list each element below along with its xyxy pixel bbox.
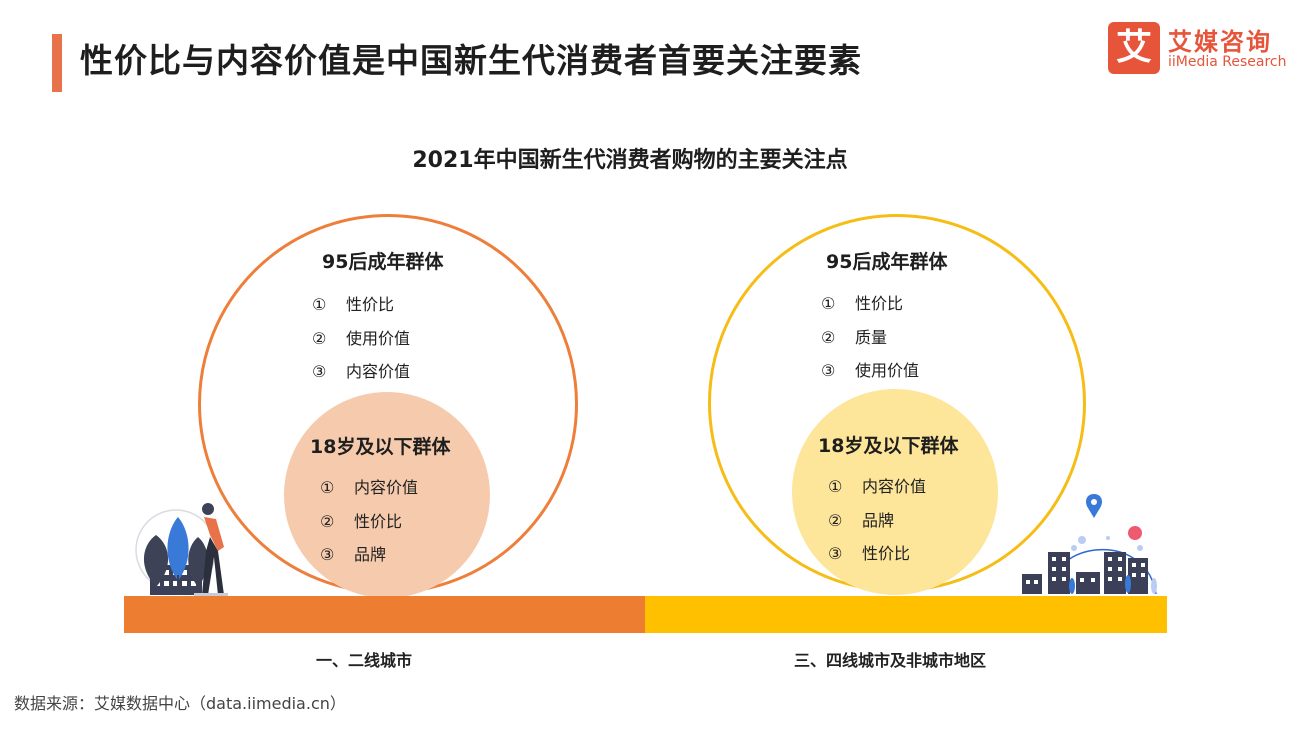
right-inner-item: ① 内容价值: [828, 477, 927, 496]
left-inner-circle: [284, 392, 490, 598]
title-accent-bar: [52, 34, 62, 92]
brand-logo: 艾 艾媒咨询 iiMedia Research: [1108, 22, 1298, 74]
right-inner-circle: [792, 389, 998, 595]
chart-title: 2021年中国新生代消费者购物的主要关注点: [412, 148, 848, 173]
left-outer-item: ③ 内容价值: [312, 362, 411, 381]
left-inner-group-title: 18岁及以下群体: [310, 436, 451, 458]
left-inner-item: ② 性价比: [320, 512, 403, 531]
left-inner-item: ① 内容价值: [320, 478, 419, 497]
left-outer-item: ① 性价比: [312, 295, 395, 314]
right-outer-item: ② 质量: [821, 328, 888, 347]
right-inner-item: ③ 性价比: [828, 544, 911, 563]
left-outer-group-title: 95后成年群体: [322, 251, 444, 273]
right-inner-group-title: 18岁及以下群体: [818, 435, 959, 457]
logo-name-en: iiMedia Research: [1168, 54, 1287, 70]
left-region-label: 一、二线城市: [316, 651, 413, 670]
town-building-illustration: [1022, 494, 1157, 595]
city-tree-illustration: [135, 503, 228, 596]
page-title: 性价比与内容价值是中国新生代消费者首要关注要素: [80, 41, 862, 80]
logo-icon: 艾: [1108, 22, 1160, 74]
logo-name-cn: 艾媒咨询: [1168, 28, 1272, 56]
right-inner-item: ② 品牌: [828, 511, 895, 530]
right-outer-item: ③ 使用价值: [821, 361, 920, 380]
data-source-note: 数据来源：艾媒数据中心（data.iimedia.cn）: [14, 694, 346, 713]
right-outer-item: ① 性价比: [821, 294, 904, 313]
right-outer-group-title: 95后成年群体: [826, 251, 948, 273]
left-inner-item: ③ 品牌: [320, 545, 387, 564]
left-ground-bar: [124, 596, 645, 633]
right-region-label: 三、四线城市及非城市地区: [794, 651, 987, 670]
left-outer-item: ② 使用价值: [312, 329, 411, 348]
right-ground-bar: [645, 596, 1167, 633]
